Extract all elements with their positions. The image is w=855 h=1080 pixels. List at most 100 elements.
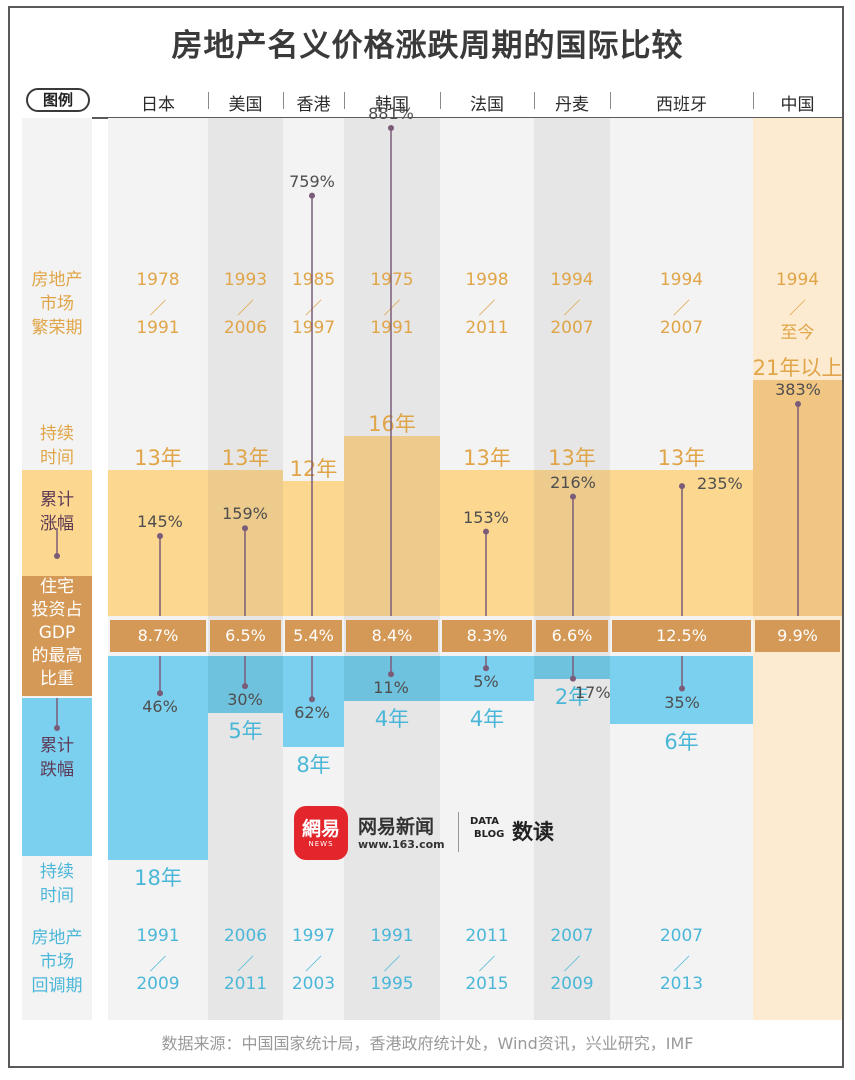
fall-bar [440, 656, 534, 702]
boom-slash: ／ [789, 299, 806, 319]
fall-label: 35% [664, 692, 700, 712]
boom-start-year: 1994 [550, 270, 594, 290]
netease-name: 网易新闻 [358, 816, 435, 838]
rise-label: 759% [289, 171, 335, 191]
rise-dot [157, 533, 163, 539]
gdp-share-cell: 5.4% [285, 620, 342, 652]
rise-dot [483, 528, 489, 535]
boom-duration-label: 13年 [134, 446, 182, 470]
gdp-share-cell: 12.5% [612, 620, 751, 652]
gdp-share-cell: 8.4% [346, 620, 438, 652]
fall-bar [108, 656, 208, 860]
correction-end-year: 1995 [370, 974, 414, 994]
gdp-share-cell: 8.7% [110, 620, 206, 652]
country-header: 西班牙 [656, 95, 707, 115]
source-footer: 数据来源：中国国家统计局，香港政府统计处，Wind资讯，兴业研究，IMF [161, 1034, 694, 1053]
fall-duration-label: 5年 [228, 718, 263, 743]
correction-slash: ／ [563, 955, 581, 975]
label-fall-duration-line: 持续 [40, 862, 74, 882]
correction-start-year: 1991 [136, 926, 180, 946]
fall-duration-label: 2年 [554, 684, 590, 709]
page-title: 房地产名义价格涨跌周期的国际比较 [171, 28, 684, 64]
boom-slash: ／ [563, 299, 581, 319]
boom-start-year: 1978 [136, 270, 180, 290]
label-correction-line: 回调期 [31, 976, 83, 996]
boom-slash: ／ [305, 299, 322, 319]
label-boom-line: 房地产 [31, 270, 83, 290]
correction-end-year: 2009 [550, 974, 594, 994]
logo-divider [458, 812, 459, 852]
rise-dot [309, 192, 315, 199]
rise-dot [388, 125, 394, 131]
country-header: 法国 [470, 95, 504, 115]
gdp-share-cell: 6.6% [536, 620, 608, 652]
fall-dot [679, 685, 685, 692]
correction-start-year: 2007 [550, 926, 594, 946]
boom-start-year: 1994 [659, 270, 704, 290]
legend-rise-dot [54, 553, 60, 559]
correction-end-year: 2011 [223, 974, 268, 994]
netease-url: www.163.com [358, 838, 445, 851]
label-gdp-line: 的最高 [31, 646, 83, 666]
netease-logo-glyph: 網易 [301, 818, 340, 840]
fall-duration-label: 4年 [374, 707, 410, 732]
header-separator [534, 92, 535, 109]
boom-end-year: 2006 [223, 318, 268, 338]
correction-start-year: 2006 [223, 926, 268, 946]
fall-dot [309, 696, 315, 703]
boom-duration-label: 13年 [548, 446, 596, 470]
boom-end-year: 1997 [291, 318, 336, 338]
correction-start-year: 2011 [465, 926, 509, 946]
rise-dot [679, 483, 685, 490]
boom-duration-label: 13年 [221, 446, 270, 470]
header-separator [283, 92, 284, 109]
boom-end-year: 2011 [465, 318, 509, 338]
label-boom: 房地产 市场 繁荣期 [22, 268, 92, 340]
fall-label: 11% [373, 678, 409, 698]
legend-fall-dot [54, 725, 60, 731]
correction-slash: ／ [305, 955, 322, 975]
fall-label: 62% [294, 703, 330, 723]
gdp-share-cell: 6.5% [210, 620, 281, 652]
legend-label: 图例 [26, 88, 90, 112]
boom-end-year: 1991 [370, 318, 414, 338]
boom-slash: ／ [149, 299, 167, 319]
label-boom-duration-line: 时间 [40, 448, 74, 468]
label-gdp-line: 比重 [40, 669, 74, 689]
boom-start-year: 1975 [370, 270, 414, 290]
label-fall-duration-line: 时间 [40, 886, 74, 906]
header-row: 图例 日本 美国 香港 韩国 法国 丹麦 西班牙 中国 [0, 88, 855, 115]
label-correction-line: 市场 [40, 952, 74, 972]
label-gdp-line: 住宅 [40, 577, 74, 597]
rise-dot [570, 493, 576, 500]
boom-slash: ／ [383, 299, 401, 319]
country-header: 日本 [141, 95, 175, 115]
correction-end-year: 2013 [659, 974, 704, 994]
correction-slash: ／ [383, 955, 401, 975]
rise-label: 216% [550, 472, 596, 492]
netease-logo-sub: NEWS [308, 840, 334, 848]
boom-slash: ／ [478, 299, 496, 319]
boom-bar [344, 436, 440, 616]
fall-bar [344, 656, 440, 702]
correction-start-year: 2007 [659, 926, 704, 946]
header-separator [208, 92, 209, 109]
correction-slash: ／ [478, 955, 496, 975]
correction-end-year: 2015 [465, 974, 509, 994]
boom-bar [108, 470, 208, 616]
label-rise-line: 累计 [40, 490, 74, 510]
fall-dot [242, 683, 248, 690]
boom-duration-label: 21年以上 [752, 356, 843, 381]
correction-end-year: 2009 [136, 974, 180, 994]
rise-dot [795, 401, 801, 407]
fall-label: 30% [227, 690, 263, 710]
header-separator [344, 92, 345, 109]
fall-label: 46% [142, 697, 178, 717]
fall-dot [570, 675, 576, 682]
fall-duration-label: 8年 [296, 752, 331, 777]
label-boom-duration: 持续 时间 [22, 422, 92, 470]
correction-slash: ／ [673, 955, 690, 975]
header-separator [753, 92, 754, 109]
datablog-top: DATA [470, 816, 500, 827]
